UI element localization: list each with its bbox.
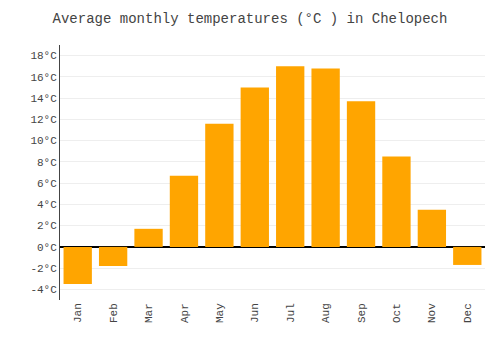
svg-text:6°C: 6°C — [37, 178, 57, 190]
svg-text:Average monthly temperatures (: Average monthly temperatures (°C ) in Ch… — [53, 11, 448, 27]
svg-text:Nov: Nov — [426, 303, 438, 323]
svg-text:16°C: 16°C — [30, 72, 57, 84]
svg-text:Aug: Aug — [320, 303, 332, 323]
svg-text:Sep: Sep — [356, 303, 368, 323]
svg-text:2°C: 2°C — [37, 220, 57, 232]
svg-text:May: May — [214, 303, 226, 323]
svg-text:Jul: Jul — [285, 303, 297, 323]
svg-text:-4°C: -4°C — [30, 284, 57, 296]
svg-text:-2°C: -2°C — [30, 263, 57, 275]
svg-text:12°C: 12°C — [30, 114, 57, 126]
svg-text:Apr: Apr — [179, 303, 191, 323]
svg-text:14°C: 14°C — [30, 93, 57, 105]
svg-text:Dec: Dec — [462, 303, 474, 323]
svg-text:8°C: 8°C — [37, 157, 57, 169]
svg-text:Oct: Oct — [391, 303, 403, 323]
svg-text:Feb: Feb — [108, 303, 120, 323]
svg-text:10°C: 10°C — [30, 135, 57, 147]
svg-text:4°C: 4°C — [37, 199, 57, 211]
svg-text:Jun: Jun — [249, 303, 261, 323]
svg-text:18°C: 18°C — [30, 50, 57, 62]
svg-text:0°C: 0°C — [37, 242, 57, 254]
svg-text:Jan: Jan — [72, 303, 84, 323]
svg-text:Mar: Mar — [143, 303, 155, 323]
